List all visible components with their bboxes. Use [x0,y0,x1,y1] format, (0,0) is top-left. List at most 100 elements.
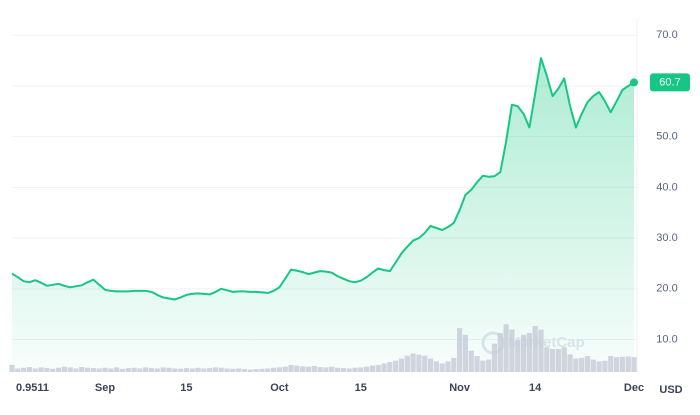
volume-bar [567,354,573,372]
volume-bar [166,367,172,372]
volume-bar [532,325,538,372]
last-point [630,78,638,87]
price-tag-label: 60.7 [659,76,680,88]
volume-bar [247,369,253,372]
volume-bar [9,364,15,372]
x-tick-label: 15 [355,382,367,394]
area [12,58,634,372]
volume-bar [590,359,596,372]
volume-bar [195,367,201,372]
x-tick-label: 0.9511 [16,382,49,394]
price-line [11,57,635,301]
volume-bar [329,366,335,372]
volume-bar [305,366,312,372]
volume-bar [474,356,480,372]
x-tick-label: Dec [624,382,644,394]
volume-bar [96,368,102,372]
y-tick-label: 70.0 [656,29,677,41]
volume-bar [148,368,155,372]
x-tick-label: Oct [270,382,289,394]
volume-bar [311,365,317,372]
volume-bar [90,368,96,372]
volume-bar [427,358,434,372]
volume-bar [369,365,376,372]
volume-bar [230,368,236,372]
volume-bar [114,367,120,372]
y-tick-label: 40.0 [656,181,677,193]
volume-bar [44,368,50,372]
volume-bar [555,348,562,372]
volume-bar [177,368,184,372]
volume-bar [381,363,387,372]
volume-bar [50,368,56,372]
volume-bar [15,368,21,372]
volume-bar [387,362,393,372]
volume-bar [561,347,567,372]
volume-bar [515,340,521,372]
volume-bar [282,366,288,372]
volume-bar [410,353,416,372]
volume-bar [486,359,492,372]
volume-bar [32,368,38,372]
volume-bar [497,333,503,372]
volume-bar [480,360,486,372]
volume-bar [73,368,79,372]
y-axis-label: USD [659,384,682,396]
volume-bar [445,361,451,372]
volume-bar [108,368,114,372]
volume-bar [125,368,131,372]
volume-bar [596,361,602,372]
volume-bar [608,356,614,372]
volume-bar [236,368,242,372]
volume-bar [241,369,248,372]
volume-bar [253,369,259,372]
volume-bar [79,367,85,372]
volume-bar [509,329,515,372]
volume-bar [457,328,463,372]
volume-bar [317,367,323,372]
volume-bar [189,368,195,372]
volume-bar [416,354,422,372]
volume-bar [404,355,410,372]
volume-bar [26,367,33,372]
volume-bar [340,368,346,372]
y-tick-label: 10.0 [656,333,677,345]
volume-bar [212,367,219,372]
volume-bar [613,357,620,372]
volume-bar [160,367,166,372]
price-tag [650,73,690,92]
volume-bar [579,357,585,372]
volume-bar [183,368,189,372]
volume-bar [375,364,381,372]
volume-bar [352,367,358,372]
volume-bar [224,368,230,372]
volume-bar [276,367,283,372]
volume-bar [468,350,474,372]
volume-bar [393,360,399,372]
volume-bar [294,365,300,372]
volume-bar [631,357,637,372]
volume-bar [137,368,143,372]
volume-bar [38,367,44,372]
x-tick-label: Nov [449,382,471,394]
volume-bar [573,358,579,372]
volume-bar [451,357,457,372]
volume-bar [398,358,405,372]
volume-bar [422,355,428,372]
volume-bar [520,334,527,372]
volume-bar [265,368,271,372]
volume-bar [67,367,73,372]
volume-bar [218,367,224,372]
volume-bar [358,367,364,372]
volume-bar [172,368,178,372]
volume-bar [323,367,329,372]
volume-bar [143,367,149,372]
volume-bar [154,368,160,372]
volume-bar [207,368,213,372]
volume-bar [550,348,556,372]
volume-bar [55,367,62,372]
volume-bar [619,356,625,372]
volume-bar [21,367,27,372]
volume-bar [544,347,550,372]
